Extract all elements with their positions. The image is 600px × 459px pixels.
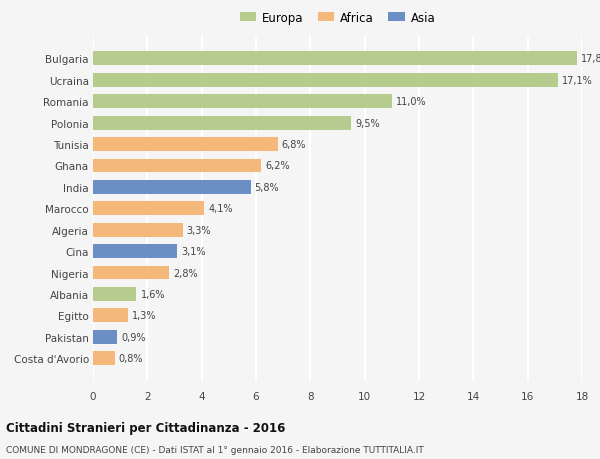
- Text: 3,3%: 3,3%: [187, 225, 211, 235]
- Bar: [93, 223, 182, 237]
- Bar: [93, 95, 392, 109]
- Text: 4,1%: 4,1%: [208, 204, 233, 214]
- Legend: Europa, Africa, Asia: Europa, Africa, Asia: [239, 11, 436, 25]
- Text: 0,9%: 0,9%: [122, 332, 146, 342]
- Bar: [93, 245, 177, 258]
- Bar: [93, 52, 577, 66]
- Text: 6,2%: 6,2%: [266, 161, 290, 171]
- Text: 2,8%: 2,8%: [173, 268, 198, 278]
- Bar: [93, 159, 262, 173]
- Text: 6,8%: 6,8%: [282, 140, 307, 150]
- Text: 9,5%: 9,5%: [355, 118, 380, 129]
- Bar: [93, 330, 118, 344]
- Text: COMUNE DI MONDRAGONE (CE) - Dati ISTAT al 1° gennaio 2016 - Elaborazione TUTTITA: COMUNE DI MONDRAGONE (CE) - Dati ISTAT a…: [6, 445, 424, 454]
- Text: 17,1%: 17,1%: [562, 76, 592, 86]
- Bar: [93, 74, 557, 88]
- Text: 1,6%: 1,6%: [140, 289, 165, 299]
- Text: 11,0%: 11,0%: [396, 97, 427, 107]
- Text: 3,1%: 3,1%: [181, 246, 206, 257]
- Bar: [93, 180, 251, 195]
- Bar: [93, 352, 115, 365]
- Text: Cittadini Stranieri per Cittadinanza - 2016: Cittadini Stranieri per Cittadinanza - 2…: [6, 421, 286, 434]
- Text: 17,8%: 17,8%: [581, 54, 600, 64]
- Bar: [93, 266, 169, 280]
- Bar: [93, 138, 278, 152]
- Bar: [93, 117, 351, 130]
- Bar: [93, 202, 205, 216]
- Text: 1,3%: 1,3%: [133, 311, 157, 321]
- Text: 0,8%: 0,8%: [119, 353, 143, 364]
- Bar: [93, 309, 128, 323]
- Bar: [93, 287, 136, 301]
- Text: 5,8%: 5,8%: [254, 183, 279, 192]
